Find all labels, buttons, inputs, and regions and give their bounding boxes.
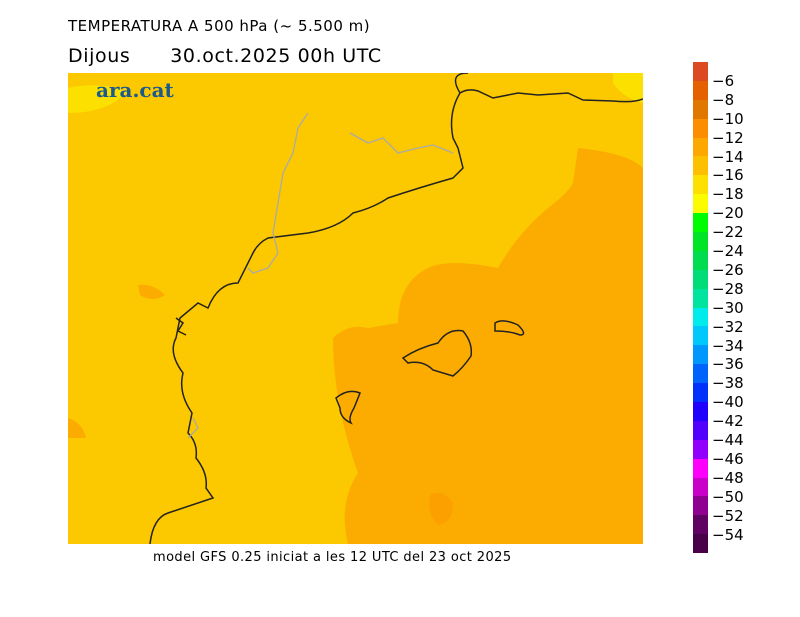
temperature-map [68,73,643,544]
colorbar-segment [693,194,708,214]
colorbar-segment [693,477,708,497]
colorbar-label: −6 [712,71,735,90]
colorbar-label: −8 [712,90,735,109]
cool-area [68,85,128,113]
map-title: TEMPERATURA A 500 hPa (~ 5.500 m) [68,17,371,35]
colorbar-segment [693,402,708,421]
colorbar-segment [693,250,708,270]
model-footer: model GFS 0.25 iniciat a les 12 UTC del … [153,550,512,565]
colorbar-segment [693,175,708,195]
colorbar-segment [693,99,708,119]
colorbar-segment [693,232,708,251]
warm-spot-w [138,284,165,299]
colorbar-label: −52 [712,506,744,525]
colorbar-segment [693,288,708,308]
colorbar-label: −14 [712,147,744,166]
colorbar-label: −46 [712,449,744,468]
map-date: Dijous 30.oct.2025 00h UTC [68,45,382,67]
colorbar-segment [693,80,708,100]
colorbar-label: −40 [712,393,744,412]
colorbar-label: −18 [712,185,744,204]
colorbar-segment [693,515,708,535]
colorbar-segment [693,326,708,346]
cool-area-ne [613,73,643,103]
colorbar-segment [693,458,708,478]
colorbar-label: −22 [712,223,744,242]
colorbar-segment [693,383,708,403]
colorbar-label: −20 [712,204,744,223]
colorbar-segment [693,439,708,459]
colorbar-label: −26 [712,260,744,279]
colorbar-label: −16 [712,166,744,185]
colorbar-label: −44 [712,431,744,449]
day-label: Dijous [68,45,131,67]
colorbar-segment [693,307,708,327]
colorbar-label: −30 [712,298,744,317]
colorbar [693,62,708,554]
colorbar-label: −12 [712,128,744,147]
colorbar-label: −54 [712,525,744,544]
colorbar-label: −48 [712,468,744,487]
colorbar-label: −50 [712,487,744,506]
colorbar-label: −42 [712,412,744,431]
aracat-logo: ara.cat [96,78,174,102]
colorbar-segment [693,156,708,176]
colorbar-segment [693,118,708,138]
colorbar-segment [693,496,708,516]
colorbar-label: −32 [712,317,744,336]
coastlines [149,73,643,544]
warmer-spot [429,492,453,525]
colorbar-segment [693,420,708,440]
colorbar-segment [693,213,708,233]
borders [187,112,454,439]
colorbar-label: −36 [712,355,744,374]
colorbar-segment [693,534,708,554]
colorbar-segment [693,269,708,289]
colorbar-label: −24 [712,242,744,260]
colorbar-segment [693,364,708,384]
warm-spot-sw [68,418,86,438]
colorbar-label: −38 [712,374,744,393]
colorbar-label: −28 [712,279,744,298]
colorbar-segment [693,345,708,365]
colorbar-label: −34 [712,336,744,355]
warm-area [333,148,643,544]
colorbar-label: −10 [712,109,744,128]
colorbar-segment [693,137,708,157]
date-label: 30.oct.2025 00h UTC [170,45,382,67]
colorbar-segment [693,62,708,81]
